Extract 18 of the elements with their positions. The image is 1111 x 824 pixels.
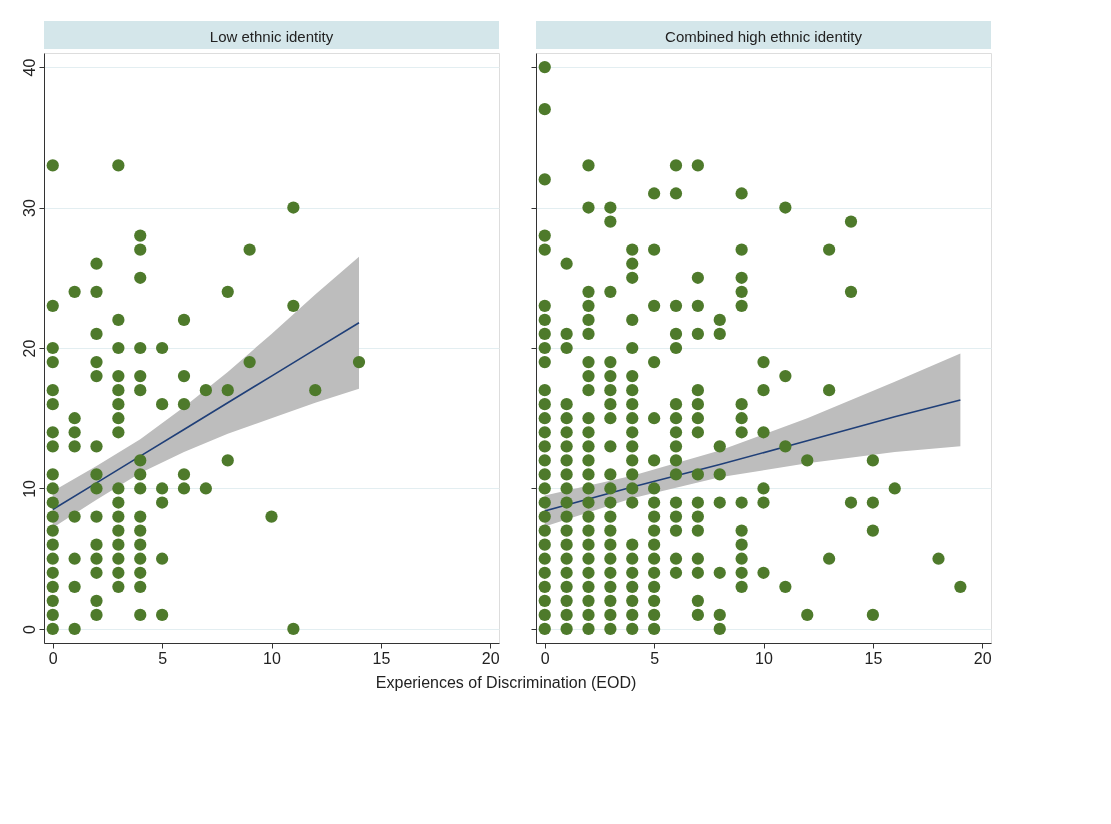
x-tick-label: 20 (481, 649, 500, 667)
y-tick-label: 0 (20, 624, 38, 634)
x-axis-title: Experiences of Discrimination (EOD) (375, 673, 637, 691)
chart-title: Combined high ethnic identity (665, 28, 863, 45)
x-tick-label: 5 (650, 649, 660, 667)
chart-title: Low ethnic identity (209, 28, 334, 45)
x-tick-label: 5 (158, 649, 168, 667)
x-tick-label: 20 (973, 649, 992, 667)
x-tick-label: 0 (540, 649, 550, 667)
x-tick-label: 10 (755, 649, 773, 667)
y-tick-label: 20 (20, 339, 38, 358)
x-tick-label: 15 (864, 649, 883, 667)
y-tick-label: 30 (20, 199, 38, 217)
x-tick-label: 15 (372, 649, 391, 667)
x-tick-label: 10 (263, 649, 281, 667)
y-tick-label: 40 (20, 58, 38, 77)
y-tick-label: 10 (20, 479, 38, 498)
x-tick-label: 0 (48, 649, 58, 667)
